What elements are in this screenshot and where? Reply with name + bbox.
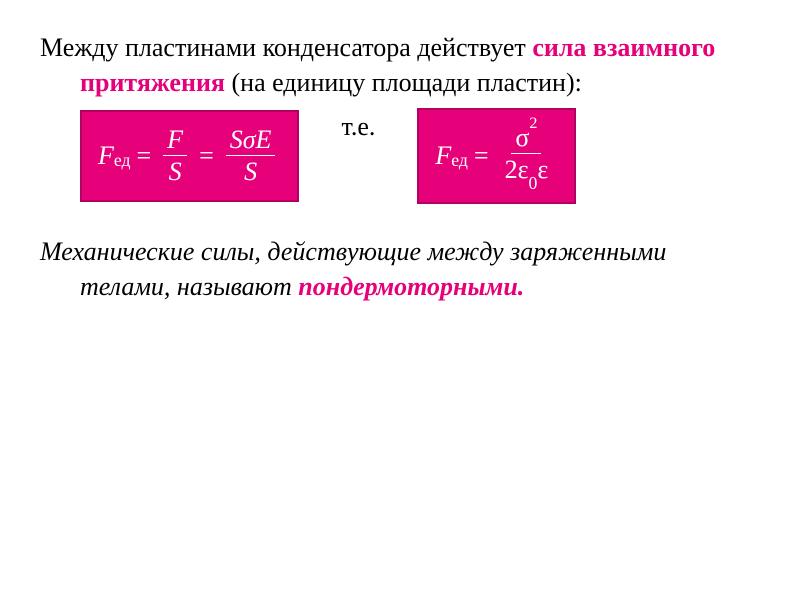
f2-F: F: [435, 141, 451, 171]
formula-box-2: Fед = σ2 2ε0ε: [417, 108, 576, 204]
mech-paragraph: Механические силы, действующие между зар…: [40, 234, 760, 304]
f1-num1: F: [163, 124, 187, 156]
f2-sigma: σ: [515, 123, 529, 152]
f2-den-post: ε: [537, 155, 548, 184]
f2-eq: =: [474, 141, 489, 171]
f1-num2: SσE: [226, 124, 276, 156]
intro-paragraph: Между пластинами конденсатора действует …: [40, 30, 760, 100]
f1-den1: S: [165, 156, 186, 187]
f1-frac2: SσE S: [226, 124, 276, 187]
ie-text: т.е.: [341, 108, 375, 142]
f2-frac: σ2 2ε0ε: [501, 122, 553, 190]
mech-ponder: пондермоторными.: [298, 272, 524, 301]
f1-den2: S: [240, 156, 261, 187]
f2-sub: ед: [451, 150, 468, 171]
f1-eq1: =: [137, 141, 152, 171]
f1-sub: ед: [114, 150, 131, 171]
f1-eq2: =: [199, 141, 214, 171]
f2-num: σ2: [511, 122, 541, 154]
f2-eps0: 0: [529, 173, 538, 193]
formula-box-1: Fед = F S = SσE S: [80, 110, 299, 201]
f2-power: 2: [529, 115, 537, 132]
intro-pre: Между пластинами конденсатора действует: [40, 33, 532, 62]
f2-den-pre: 2ε: [505, 155, 529, 184]
formula-row: Fед = F S = SσE S т.е. Fед = σ2 2ε0ε: [80, 108, 760, 204]
f1-F: F: [98, 141, 114, 171]
intro-post: (на единицу площади пластин):: [225, 68, 582, 97]
f2-den: 2ε0ε: [501, 154, 553, 189]
f1-frac1: F S: [163, 124, 187, 187]
